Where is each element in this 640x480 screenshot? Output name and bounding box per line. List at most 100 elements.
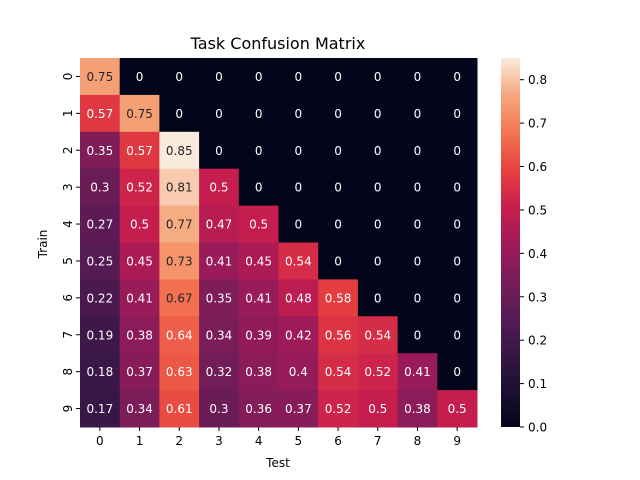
heatmap-cell <box>357 94 399 133</box>
cell-value-label: 0 <box>453 181 461 195</box>
heatmap-cell <box>238 279 279 317</box>
cell-value-label: 0 <box>453 218 461 232</box>
x-tick-label: 3 <box>215 434 223 448</box>
cell-value-label: 0.52 <box>325 402 352 416</box>
cell-value-label: 0 <box>136 70 144 84</box>
colorbar-tick-label: 0.2 <box>528 334 547 348</box>
cell-value-label: 0.19 <box>86 328 113 342</box>
cell-value-label: 0 <box>453 365 461 379</box>
heatmap-cell <box>397 279 438 317</box>
heatmap-cell <box>119 131 160 170</box>
cell-value-label: 0.54 <box>364 328 391 342</box>
cell-value-label: 0 <box>453 291 461 305</box>
heatmap-cell <box>437 205 478 243</box>
chart-title: Task Confusion Matrix <box>190 34 366 53</box>
heatmap-cell <box>238 58 279 96</box>
cell-value-label: 0 <box>453 70 461 84</box>
cell-value-label: 0 <box>215 70 223 84</box>
cell-value-label: 0 <box>295 107 303 121</box>
heatmap-cell <box>397 58 438 96</box>
heatmap-cell <box>357 316 399 354</box>
heatmap-cell <box>159 205 200 243</box>
x-tick-label: 9 <box>453 434 461 448</box>
cell-value-label: 0.34 <box>206 328 233 342</box>
cell-value-label: 0.4 <box>289 365 308 379</box>
cell-value-label: 0 <box>414 181 422 195</box>
x-axis-label: Test <box>265 456 290 470</box>
heatmap-cell <box>159 94 200 133</box>
heatmap-cell <box>199 353 240 391</box>
cell-value-label: 0.85 <box>166 144 193 158</box>
cell-value-label: 0 <box>295 70 303 84</box>
cell-value-label: 0.34 <box>126 402 153 416</box>
colorbar-gradient <box>501 58 520 427</box>
cell-value-label: 0 <box>374 254 382 268</box>
cell-value-label: 0.58 <box>325 291 352 305</box>
heatmap-cell <box>357 168 399 207</box>
cell-value-label: 0.38 <box>245 365 272 379</box>
cell-value-label: 0 <box>334 70 342 84</box>
cell-value-label: 0.41 <box>404 365 431 379</box>
heatmap-cell <box>357 58 399 96</box>
heatmap-cell-labels: 0.75 0 0 0 0 0 0 0 0 0 0.57 0.75 0 0 0 0 0 0 0 0 0.35 0.57 0.8… <box>86 70 466 416</box>
heatmap-cell <box>159 168 200 207</box>
heatmap-cell <box>397 131 438 170</box>
heatmap-cell <box>238 168 279 207</box>
cell-value-label: 0.41 <box>126 291 153 305</box>
cell-value-label: 0.48 <box>285 291 312 305</box>
heatmap-cell <box>80 58 121 96</box>
colorbar-tick-label: 0.7 <box>528 117 547 131</box>
x-axis-ticks: 0 1 2 3 4 5 6 7 8 9 <box>96 427 461 448</box>
colorbar-tick-label: 0.1 <box>528 377 547 391</box>
cell-value-label: 0 <box>295 218 303 232</box>
cell-value-label: 0.17 <box>86 402 113 416</box>
heatmap-cell <box>437 168 478 207</box>
heatmap-cell <box>238 205 279 243</box>
cell-value-label: 0 <box>414 254 422 268</box>
cell-value-label: 0.54 <box>285 254 312 268</box>
cell-value-label: 0.5 <box>368 402 387 416</box>
cell-value-label: 0.27 <box>86 218 113 232</box>
cell-value-label: 0 <box>414 291 422 305</box>
heatmap-cell <box>80 168 121 207</box>
heatmap-cell <box>199 242 240 280</box>
cell-value-label: 0.5 <box>249 218 268 232</box>
colorbar-tick-label: 0.4 <box>528 247 547 261</box>
x-tick-label: 2 <box>175 434 183 448</box>
cell-value-label: 0 <box>255 181 263 195</box>
x-tick-label: 7 <box>374 434 382 448</box>
heatmap-cell <box>119 390 160 428</box>
cell-value-label: 0 <box>414 144 422 158</box>
cell-value-label: 0.42 <box>285 328 312 342</box>
colorbar-tick-label: 0.6 <box>528 160 547 174</box>
cell-value-label: 0.38 <box>126 328 153 342</box>
heatmap-cell <box>159 279 200 317</box>
cell-value-label: 0.3 <box>209 402 228 416</box>
cell-value-label: 0.67 <box>166 291 193 305</box>
heatmap-cell <box>437 94 478 133</box>
heatmap-cell <box>357 205 399 243</box>
heatmap-cell <box>119 242 160 280</box>
heatmap-cell <box>80 279 121 317</box>
y-tick-label: 1 <box>61 110 75 118</box>
heatmap-cell <box>199 168 240 207</box>
cell-value-label: 0.41 <box>245 291 272 305</box>
heatmap-cell <box>119 316 160 354</box>
cell-value-label: 0 <box>175 70 183 84</box>
cell-value-label: 0 <box>414 218 422 232</box>
heatmap-cell <box>80 353 121 391</box>
heatmap-cell <box>238 316 279 354</box>
cell-value-label: 0 <box>215 107 223 121</box>
cell-value-label: 0.37 <box>126 365 153 379</box>
y-tick-label: 2 <box>61 146 75 154</box>
cell-value-label: 0.73 <box>166 254 193 268</box>
cell-value-label: 0.45 <box>245 254 272 268</box>
heatmap-cell <box>318 205 359 243</box>
heatmap-cell <box>159 242 200 280</box>
heatmap-cell <box>199 94 240 133</box>
heatmap-cell <box>80 205 121 243</box>
heatmap-cell <box>357 242 399 280</box>
cell-value-label: 0.61 <box>166 402 193 416</box>
heatmap-cell <box>318 131 359 170</box>
